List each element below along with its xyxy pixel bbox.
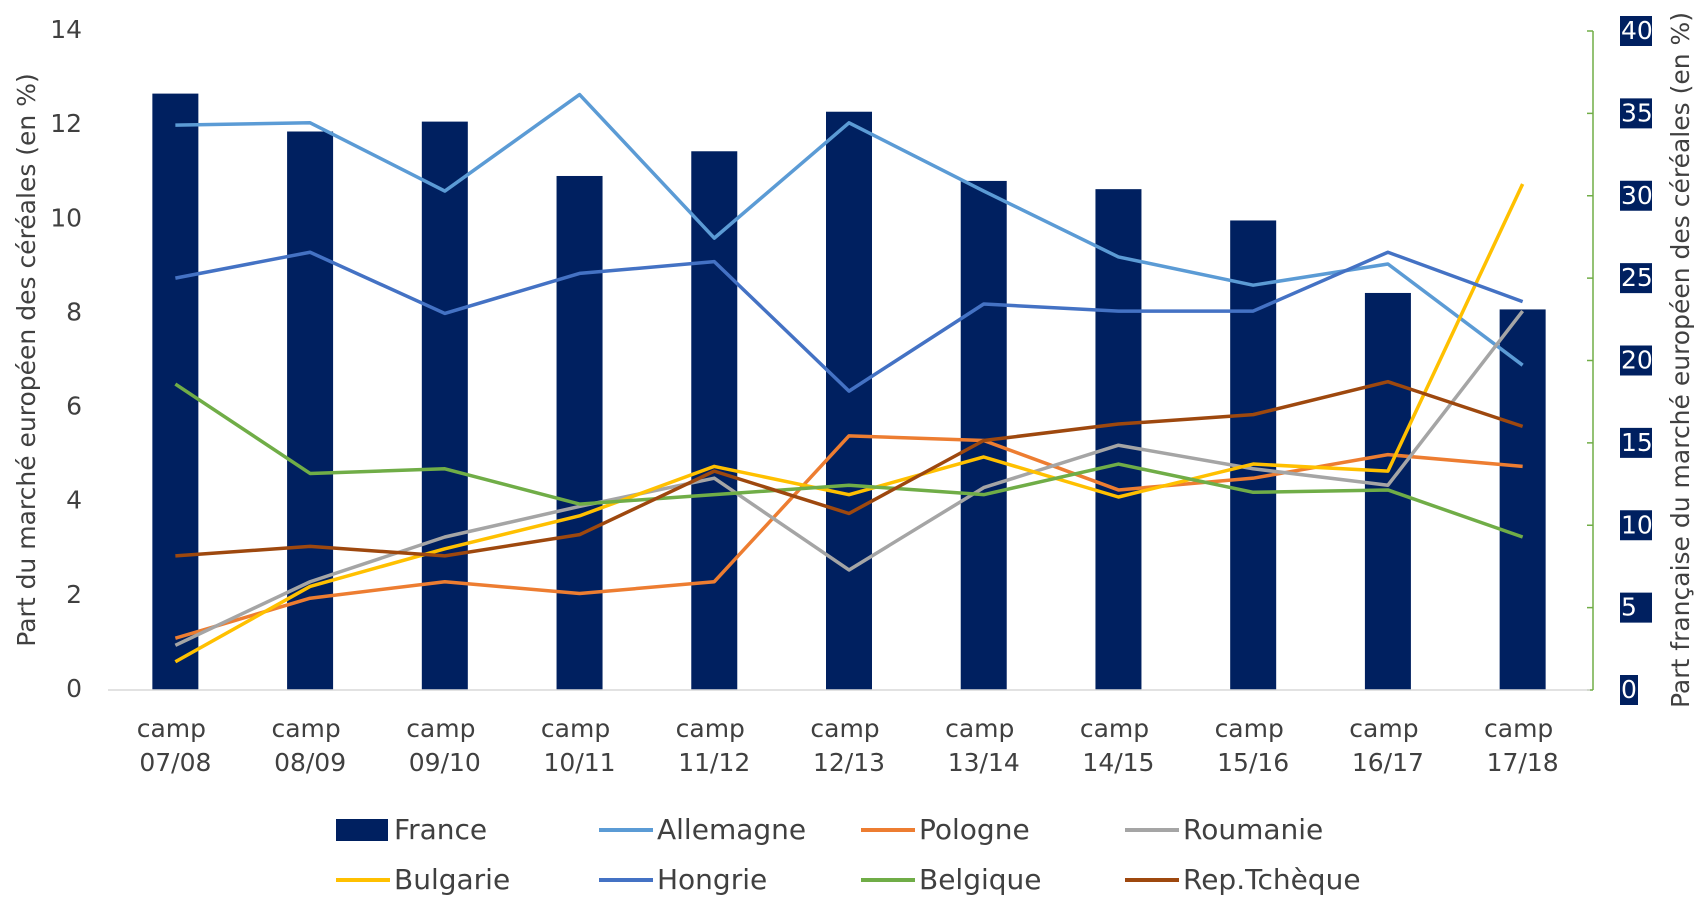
x-tick-label: camp 07/08	[137, 714, 214, 777]
y2-tick-box	[1620, 510, 1652, 541]
y2-tick-box	[1620, 675, 1638, 705]
x-tick-label: camp 08/09	[271, 714, 348, 777]
bar	[826, 111, 872, 691]
y-tick-label: 8	[66, 297, 82, 326]
bar	[960, 180, 1007, 691]
bar	[152, 93, 199, 691]
legend-label: Belgique	[919, 863, 1042, 896]
x-tick-label: camp 15/16	[1215, 714, 1292, 777]
x-tick-label: camp 11/12	[676, 714, 753, 777]
y2-tick-label: 10	[1621, 510, 1653, 539]
bar	[1095, 189, 1142, 690]
bar	[287, 131, 334, 690]
y2-tick-label: 20	[1621, 346, 1653, 375]
y2-tick-box	[1620, 263, 1652, 294]
y2-tick-label: 25	[1621, 263, 1653, 292]
y-tick-label: 4	[66, 486, 82, 515]
line	[175, 92, 1524, 367]
x-tick-label: camp 12/13	[810, 714, 887, 777]
x-tick-label: camp 10/11	[541, 714, 618, 777]
legend-label: Roumanie	[1183, 813, 1323, 846]
y2-tick-box	[1620, 345, 1652, 376]
bar	[556, 175, 603, 691]
legend-swatch	[336, 819, 388, 841]
y2-tick-box	[1620, 180, 1652, 211]
line	[175, 250, 1524, 393]
y2-tick-label: 30	[1621, 181, 1653, 210]
x-tick-label: camp 17/18	[1484, 714, 1561, 777]
x-tick-label: camp 14/15	[1080, 714, 1157, 777]
legend-label: Rep.Tchèque	[1183, 863, 1361, 896]
y-tick-label: 6	[66, 392, 82, 421]
y-tick-label: 14	[50, 15, 82, 44]
y2-tick-box	[1620, 98, 1652, 129]
x-tick-label: camp 16/17	[1349, 714, 1426, 777]
legend-label: Hongrie	[657, 863, 767, 896]
y2-tick-box	[1620, 427, 1652, 458]
legend-label: France	[394, 813, 487, 846]
line	[175, 379, 1524, 558]
legend-label: Pologne	[919, 813, 1030, 846]
x-tick-label: camp 13/14	[945, 714, 1022, 777]
line	[174, 434, 1523, 640]
x-tick-label: camp 09/10	[406, 714, 483, 777]
y2-tick-label: 5	[1621, 593, 1637, 622]
legend-label: Allemagne	[657, 813, 806, 846]
y2-tick-label: 15	[1621, 428, 1653, 457]
bar	[691, 151, 738, 690]
y-tick-label: 12	[50, 109, 82, 138]
y2-tick-label: 0	[1621, 675, 1637, 704]
y2-tick-box	[1620, 592, 1652, 623]
y2-tick-label: 40	[1621, 16, 1653, 45]
bar	[421, 121, 468, 691]
bar	[1230, 220, 1277, 690]
y-tick-label: 2	[66, 580, 82, 609]
y-axis-title: Part du marché européen des céréales (en…	[12, 73, 41, 646]
y2-tick-box	[1620, 16, 1652, 46]
line	[174, 382, 1524, 539]
bar	[1499, 309, 1546, 690]
line	[174, 183, 1525, 664]
y2-axis-title: Part française du marché européen des cé…	[1666, 12, 1695, 708]
y2-tick-label: 35	[1621, 98, 1653, 127]
y-tick-label: 0	[66, 674, 82, 703]
legend-label: Bulgarie	[394, 863, 510, 896]
legend: France Allemagne Pologne Roumanie Bulgarie Ho…	[336, 813, 1361, 896]
y-tick-label: 10	[50, 203, 82, 232]
